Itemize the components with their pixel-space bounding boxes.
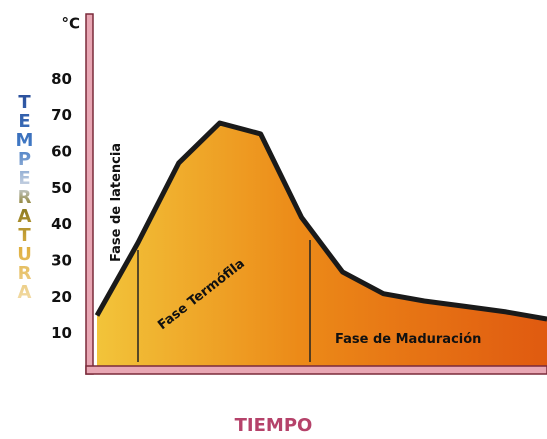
y-axis: [86, 14, 93, 374]
chart: °C Fase de latencia Fase Termófila Fase …: [0, 0, 547, 439]
y-tick-label: 20: [51, 288, 72, 306]
y-tick-label: 50: [51, 179, 72, 197]
page: {"chart_data": {"type": "area", "y_unit"…: [0, 0, 547, 439]
y-tick-label: 70: [51, 106, 72, 124]
y-tick-label: 30: [51, 252, 72, 270]
y-axis-label: TEMPERATURA: [12, 92, 36, 301]
y-tick-label: 40: [51, 215, 72, 233]
y-tick-label: 10: [51, 324, 72, 342]
y-unit: °C: [61, 15, 80, 33]
phase-label: Fase de latencia: [109, 143, 124, 262]
x-axis-label: TIEMPO: [0, 415, 547, 436]
x-axis: [86, 366, 547, 374]
y-tick-label: 80: [51, 70, 72, 88]
y-tick-label: 60: [51, 143, 72, 161]
phase-label: Fase de Maduración: [335, 332, 481, 347]
